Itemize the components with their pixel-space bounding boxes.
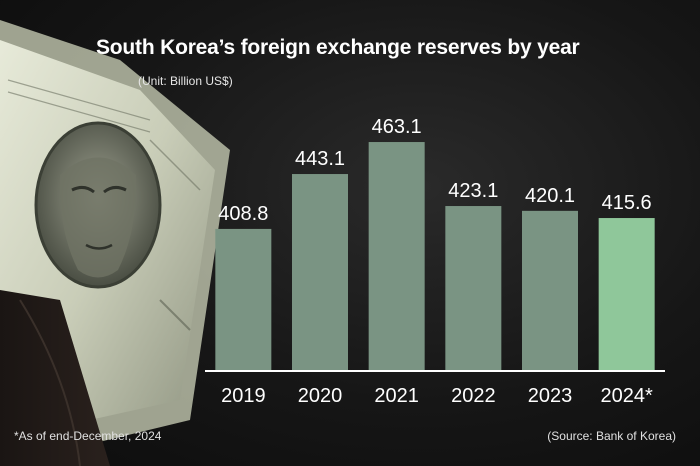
bar-2020	[292, 174, 348, 371]
x-tick-2020: 2020	[298, 385, 343, 407]
x-tick-2021: 2021	[374, 385, 419, 407]
source-note: (Source: Bank of Korea)	[547, 429, 676, 443]
value-label-2021: 463.1	[372, 116, 422, 138]
x-tick-2023: 2023	[528, 385, 573, 407]
x-tick-2022: 2022	[451, 385, 496, 407]
value-label-2019: 408.8	[218, 203, 268, 225]
footnote: *As of end-December, 2024	[14, 429, 162, 443]
bar-2024	[598, 218, 655, 371]
x-tick-2024: 2024*	[601, 385, 653, 407]
bars-group: 408.8 443.1 463.1 423.1 420.1 415.6	[215, 116, 655, 371]
x-tick-labels: 2019 2020 2021 2022 2023 2024*	[221, 385, 653, 407]
value-label-2024: 415.6	[602, 192, 652, 214]
x-tick-2019: 2019	[221, 385, 266, 407]
unit-label: (Unit: Billion US$)	[138, 74, 233, 88]
chart-title: South Korea’s foreign exchange reserves …	[96, 36, 580, 59]
bar-2021	[368, 142, 425, 371]
value-label-2023: 420.1	[525, 185, 575, 207]
bar-2022	[445, 206, 502, 371]
bar-2019	[215, 228, 272, 371]
value-label-2020: 443.1	[295, 148, 345, 170]
value-label-2022: 423.1	[448, 180, 498, 202]
bar-2023	[522, 210, 578, 371]
